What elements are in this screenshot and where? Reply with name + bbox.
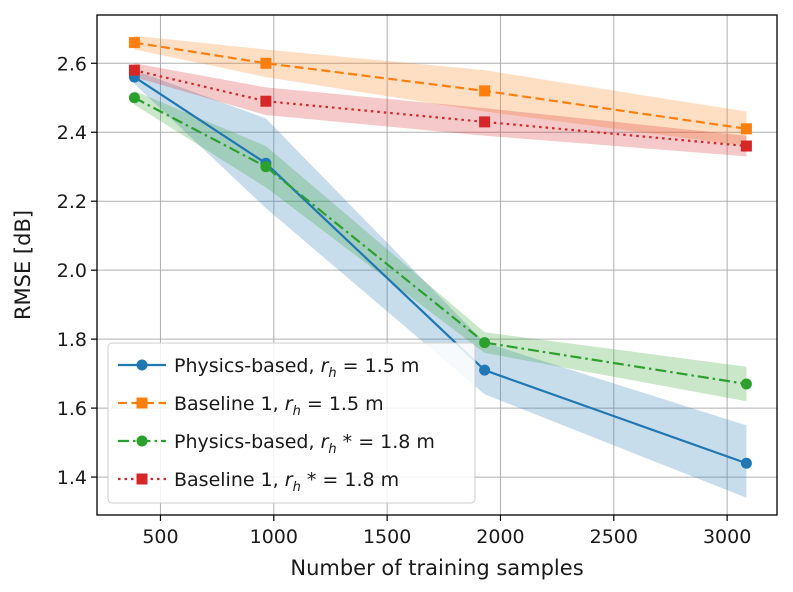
legend-label-part: = 1.5 m (337, 355, 420, 377)
data-point (479, 364, 491, 376)
y-axis-ticks: 1.4 1.6 1.8 2.0 2.2 2.4 2.6 (57, 53, 97, 489)
data-point (740, 140, 752, 152)
legend-label-part: Physics-based, (174, 431, 321, 453)
y-tick-label: 1.8 (57, 329, 87, 351)
y-tick-label: 2.4 (57, 122, 87, 144)
x-axis-label: Number of training samples (290, 556, 583, 580)
legend-label-part: h (293, 480, 301, 495)
confidence-bands (134, 35, 747, 498)
plot-frame (96, 14, 778, 516)
legend-label: Baseline 1, rh * = 1.8 m (174, 469, 399, 495)
data-point (260, 95, 272, 107)
y-tick-label: 1.4 (57, 467, 87, 489)
legend-label: Physics-based, rh = 1.5 m (174, 355, 419, 381)
confidence-band (134, 63, 747, 157)
legend-label-part: * = 1.8 m (337, 431, 435, 453)
y-tick-label: 2.2 (57, 191, 87, 213)
legend-marker (136, 397, 148, 409)
legend-label: Physics-based, rh * = 1.8 m (174, 431, 435, 457)
data-point (260, 57, 272, 69)
confidence-band (134, 35, 747, 147)
data-point (740, 378, 752, 390)
y-tick-label: 1.6 (57, 398, 87, 420)
legend-label-part: r (321, 431, 330, 453)
legend-label-part: h (328, 366, 336, 381)
y-tick-label: 2.6 (57, 53, 87, 75)
legend-label-part: r (285, 469, 294, 491)
x-tick-label: 500 (142, 526, 178, 548)
data-point (128, 64, 140, 76)
grid-lines (97, 15, 777, 515)
legend-label-part: r (321, 355, 330, 377)
legend-marker (136, 359, 148, 371)
legend-marker (136, 473, 148, 485)
x-tick-label: 2500 (590, 526, 638, 548)
legend-label: Baseline 1, rh = 1.5 m (174, 393, 384, 419)
y-tick-label: 2.0 (57, 260, 87, 282)
x-tick-label: 2000 (476, 526, 524, 548)
legend-label-part: * = 1.8 m (301, 469, 399, 491)
data-point (740, 457, 752, 469)
x-tick-label: 3000 (703, 526, 751, 548)
x-axis-ticks: 500 1000 1500 2000 2500 3000 (142, 515, 751, 548)
legend-label-part: Physics-based, (174, 355, 321, 377)
legend-label-part: Baseline 1, (174, 469, 285, 491)
data-point (260, 161, 272, 173)
confidence-band (134, 70, 747, 498)
legend-label-part: h (328, 442, 336, 457)
x-tick-label: 1500 (363, 526, 411, 548)
legend-label-part: r (285, 393, 294, 415)
data-point (479, 116, 491, 128)
data-point (479, 85, 491, 97)
data-point (128, 37, 140, 49)
data-point (479, 337, 491, 349)
series-markers (128, 37, 752, 469)
series-line (133, 76, 747, 465)
legend-label-part: = 1.5 m (301, 393, 384, 415)
data-point (740, 123, 752, 135)
legend-label-part: h (293, 404, 301, 419)
legend-box (107, 342, 476, 504)
series-line (134, 41, 747, 130)
legend-marker (136, 435, 148, 447)
y-axis-label: RMSE [dB] (11, 210, 35, 320)
x-tick-label: 1000 (250, 526, 298, 548)
data-point (128, 92, 140, 104)
series-lines (133, 41, 747, 465)
confidence-band (134, 90, 747, 402)
series-line (133, 96, 747, 386)
legend-label-part: Baseline 1, (174, 393, 285, 415)
